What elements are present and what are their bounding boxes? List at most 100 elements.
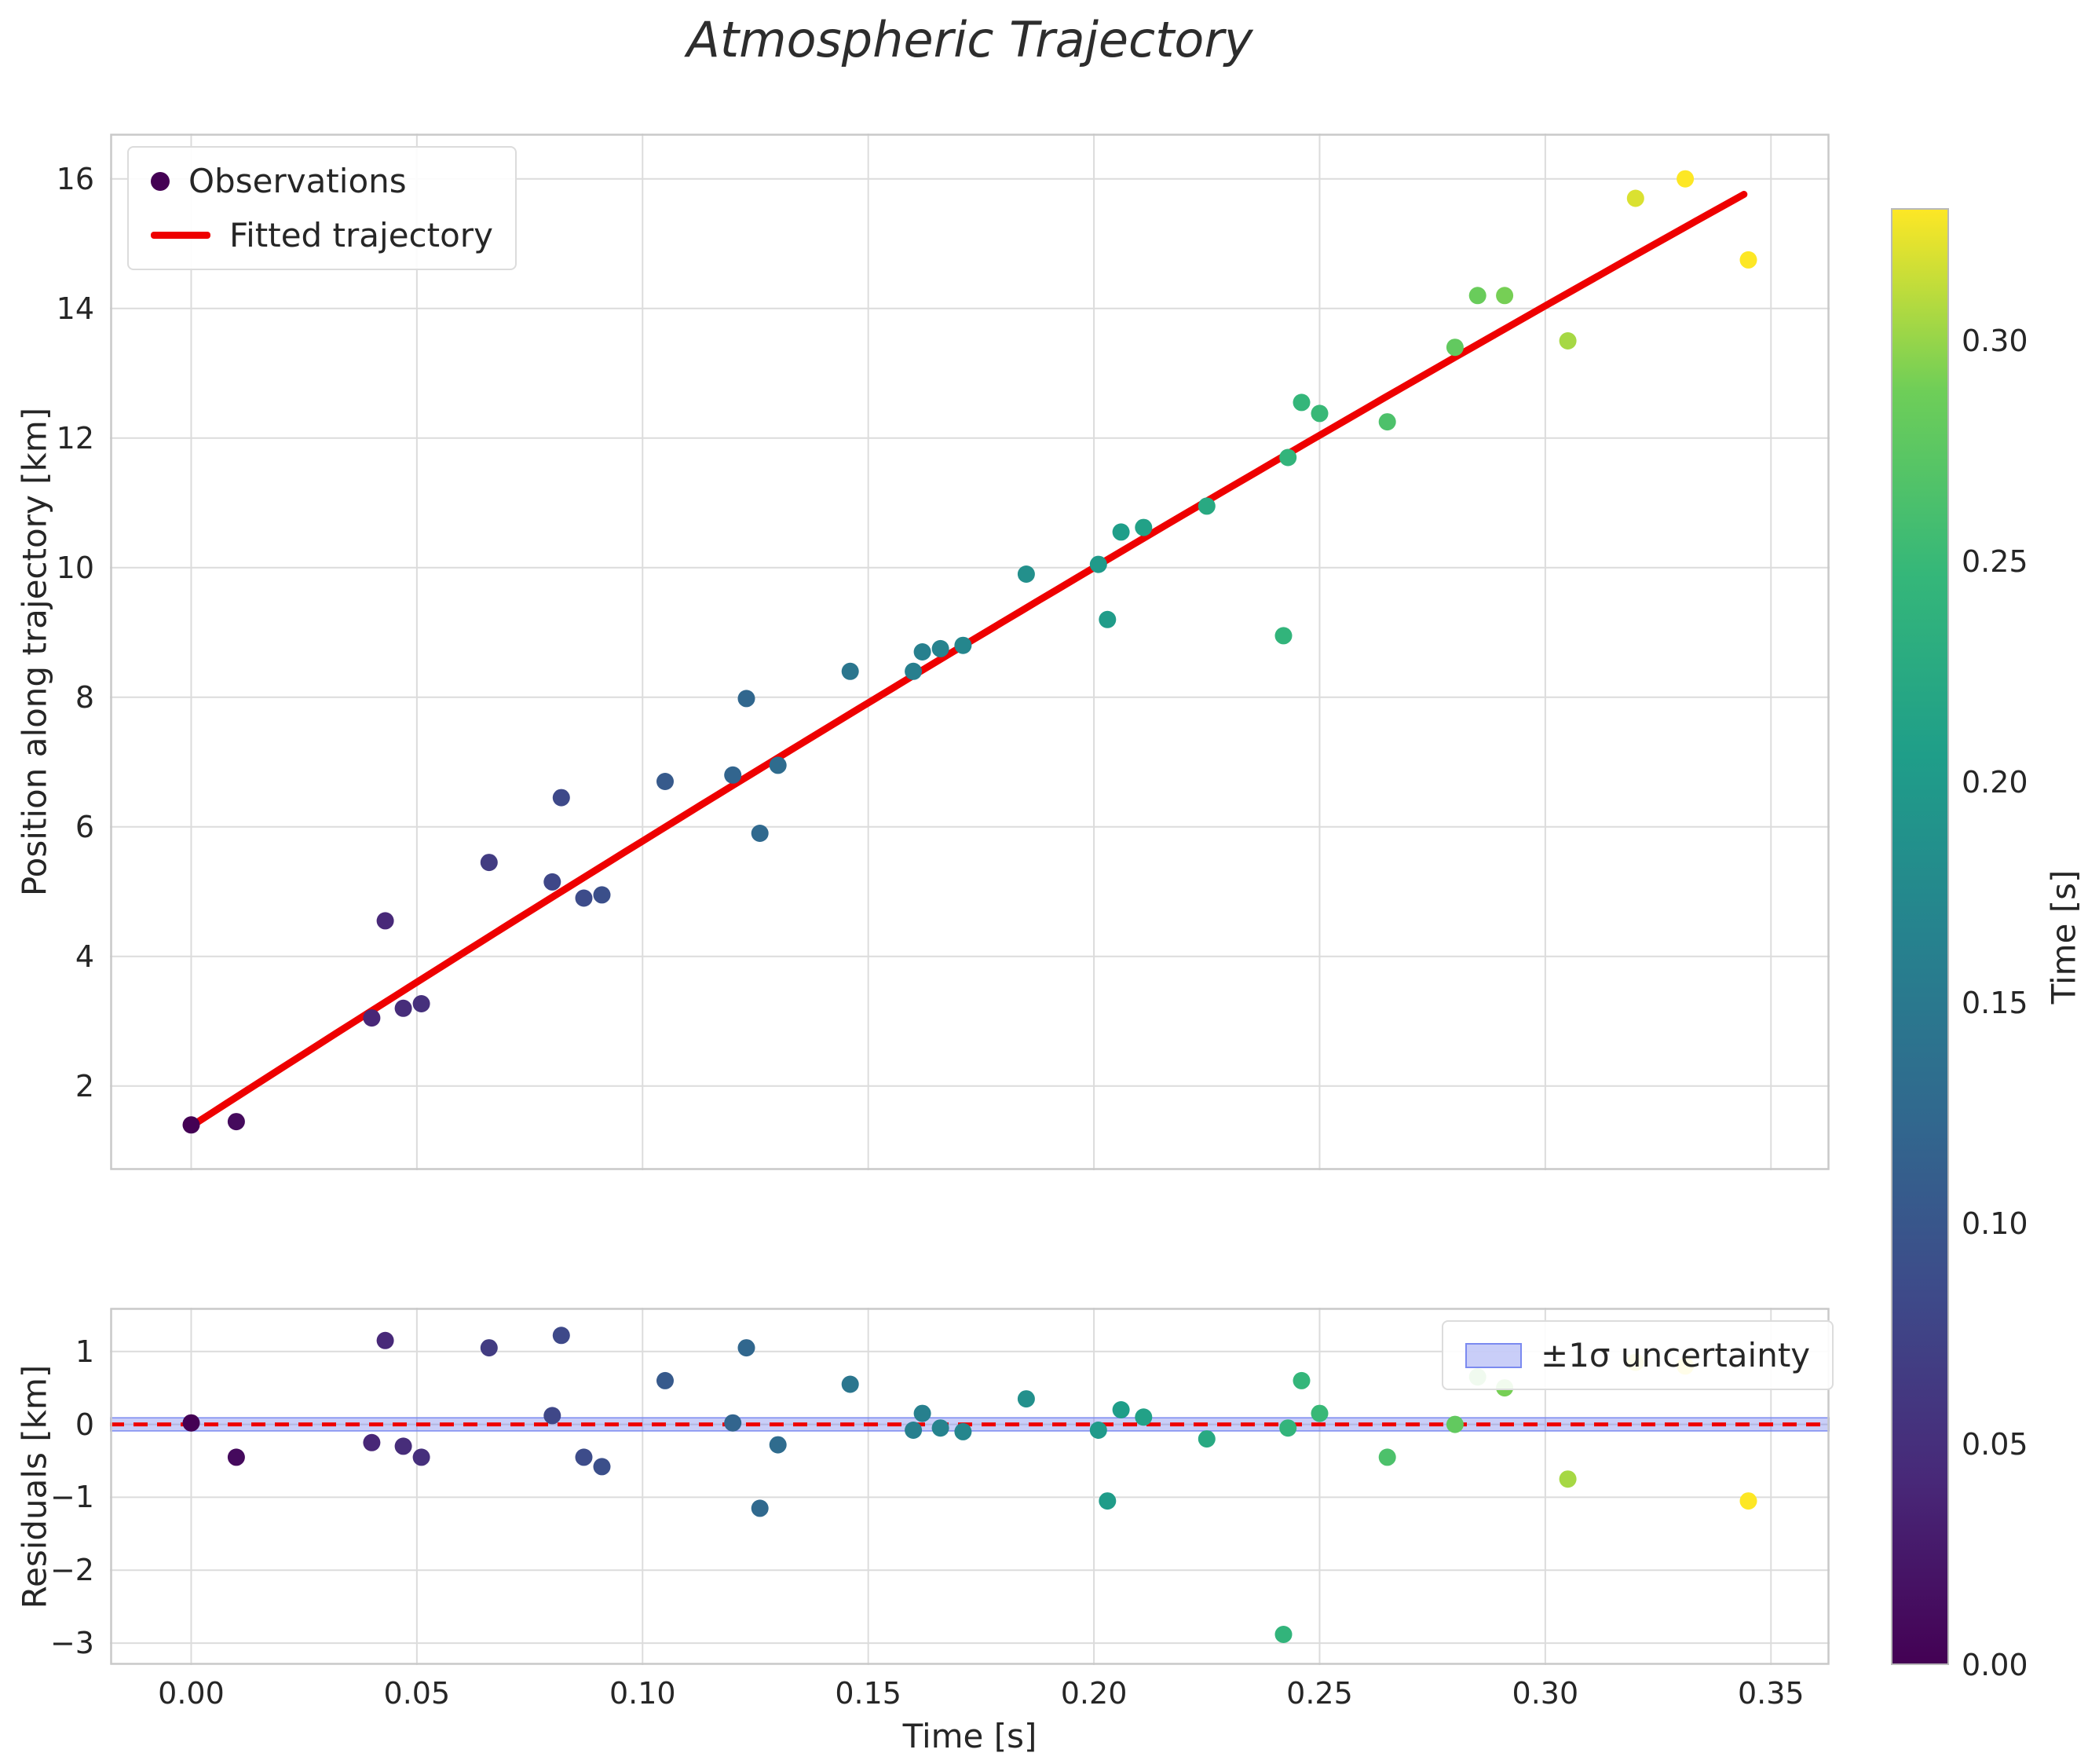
observation-point <box>841 662 859 680</box>
main-ytick-label: 16 <box>56 161 94 196</box>
observation-point <box>394 999 412 1017</box>
xtick-label: 0.20 <box>1060 1676 1128 1711</box>
observation-point <box>182 1116 200 1134</box>
colorbar <box>1891 208 1949 1665</box>
observation-point <box>1293 393 1311 412</box>
residual-point <box>1099 1492 1117 1510</box>
residual-point <box>575 1448 593 1466</box>
residual-point <box>1017 1390 1035 1408</box>
residual-point <box>593 1458 611 1476</box>
observation-point <box>769 756 787 774</box>
residual-ytick-label: −3 <box>49 1626 94 1661</box>
residual-point <box>905 1422 923 1439</box>
legend-item-fit: Fitted trajectory <box>151 216 493 254</box>
residual-point <box>737 1339 755 1357</box>
residual-plot-spine <box>110 1308 1830 1665</box>
xtick-label: 0.30 <box>1512 1676 1579 1711</box>
colorbar-tick-label: 0.20 <box>1962 764 2028 800</box>
observation-point <box>737 690 755 708</box>
observation-point <box>543 873 561 891</box>
observation-point <box>751 825 769 842</box>
observation-point <box>1378 413 1396 431</box>
residual-point <box>769 1436 787 1454</box>
legend-observations-label: Observations <box>188 162 407 200</box>
residual-point <box>480 1339 498 1357</box>
observation-point <box>1112 523 1130 541</box>
fit-line-marker-icon <box>151 232 210 239</box>
chart-title: Atmospheric Trajectory <box>686 11 1253 68</box>
observation-point <box>1468 287 1486 305</box>
fit-line <box>188 191 1748 1130</box>
colorbar-axis-label: Time [s] <box>2044 869 2083 1004</box>
main-ytick-label: 8 <box>75 679 94 715</box>
xtick-label: 0.35 <box>1737 1676 1805 1711</box>
residual-point <box>552 1327 570 1345</box>
residual-point <box>412 1448 430 1466</box>
residual-point <box>1198 1430 1216 1448</box>
observation-point <box>412 995 430 1012</box>
residual-ytick-label: 0 <box>75 1407 94 1442</box>
residual-point <box>363 1433 381 1451</box>
residual-point <box>1378 1448 1396 1466</box>
observation-point <box>656 773 674 790</box>
residual-point <box>1274 1626 1293 1643</box>
main-ytick-label: 6 <box>75 809 94 844</box>
observation-point <box>1559 332 1577 350</box>
xtick-label: 0.00 <box>158 1676 225 1711</box>
observation-point <box>575 889 593 907</box>
residual-point <box>1293 1371 1311 1389</box>
residual-point <box>394 1437 412 1455</box>
xtick-label: 0.05 <box>383 1676 451 1711</box>
xtick-label: 0.10 <box>609 1676 676 1711</box>
observation-point <box>1311 404 1329 423</box>
residual-point <box>1446 1415 1464 1433</box>
observation-point <box>1274 627 1293 645</box>
residual-ytick-label: 1 <box>75 1334 94 1369</box>
main-y-axis-label: Position along trajectory [km] <box>15 407 54 897</box>
observation-point <box>913 643 931 661</box>
xtick-label: 0.15 <box>835 1676 901 1711</box>
xtick-label: 0.25 <box>1286 1676 1353 1711</box>
observation-point <box>363 1009 381 1027</box>
observation-point <box>1198 497 1216 515</box>
legend-band-label: ±1σ uncertainty <box>1541 1336 1811 1374</box>
residual-legend: ±1σ uncertainty <box>1442 1320 1834 1390</box>
observation-point <box>1626 189 1644 207</box>
main-plot <box>110 134 1830 1170</box>
observation-point <box>1739 251 1757 269</box>
observation-point <box>227 1113 245 1131</box>
residual-point <box>543 1407 561 1425</box>
residual-point <box>913 1404 931 1422</box>
observation-point <box>593 886 611 904</box>
main-ytick-label: 4 <box>75 939 94 974</box>
residual-point <box>1739 1492 1757 1510</box>
observation-point <box>1446 339 1464 357</box>
observation-point <box>954 636 972 654</box>
residual-point <box>227 1448 245 1466</box>
residual-point <box>1112 1401 1130 1418</box>
residual-ytick-label: −1 <box>49 1480 94 1515</box>
residual-point <box>931 1419 949 1437</box>
observation-point <box>1089 555 1107 573</box>
main-legend: Observations Fitted trajectory <box>127 146 517 270</box>
legend-item-observations: Observations <box>151 162 493 200</box>
residual-point <box>1089 1422 1107 1439</box>
observations-marker-icon <box>151 171 170 191</box>
main-plot-spine <box>110 134 1830 1170</box>
colorbar-tick-label: 0.15 <box>1962 985 2028 1020</box>
residual-point <box>954 1422 972 1440</box>
residual-point <box>376 1331 394 1349</box>
residual-point <box>1311 1404 1329 1422</box>
observation-point <box>1279 448 1297 467</box>
observation-point <box>905 662 923 680</box>
residual-point <box>656 1371 674 1389</box>
colorbar-tick-label: 0.10 <box>1962 1206 2028 1241</box>
residual-point <box>1135 1408 1153 1426</box>
colorbar-tick-label: 0.30 <box>1962 323 2028 358</box>
residual-point <box>182 1414 200 1432</box>
residual-point <box>724 1414 742 1432</box>
observation-point <box>480 854 498 872</box>
main-ytick-label: 14 <box>56 291 94 326</box>
colorbar-tick-label: 0.05 <box>1962 1426 2028 1462</box>
